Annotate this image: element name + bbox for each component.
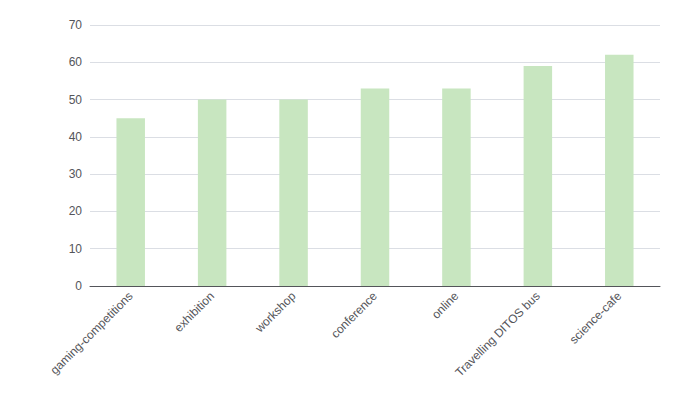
svg-text:gaming-competitions: gaming-competitions [48,289,136,377]
svg-text:30: 30 [69,167,83,181]
svg-text:conference: conference [328,289,380,341]
svg-text:0: 0 [75,279,82,293]
svg-text:50: 50 [69,93,83,107]
svg-text:70: 70 [69,18,83,32]
svg-text:workshop: workshop [252,289,299,336]
svg-text:online: online [429,289,462,322]
svg-text:Travelling DITOS bus: Travelling DITOS bus [452,289,542,379]
svg-text:60: 60 [69,55,83,69]
svg-text:40: 40 [69,130,83,144]
svg-text:20: 20 [69,204,83,218]
svg-text:10: 10 [69,242,83,256]
svg-text:exhibition: exhibition [171,289,217,335]
svg-text:science-cafe: science-cafe [567,289,625,347]
